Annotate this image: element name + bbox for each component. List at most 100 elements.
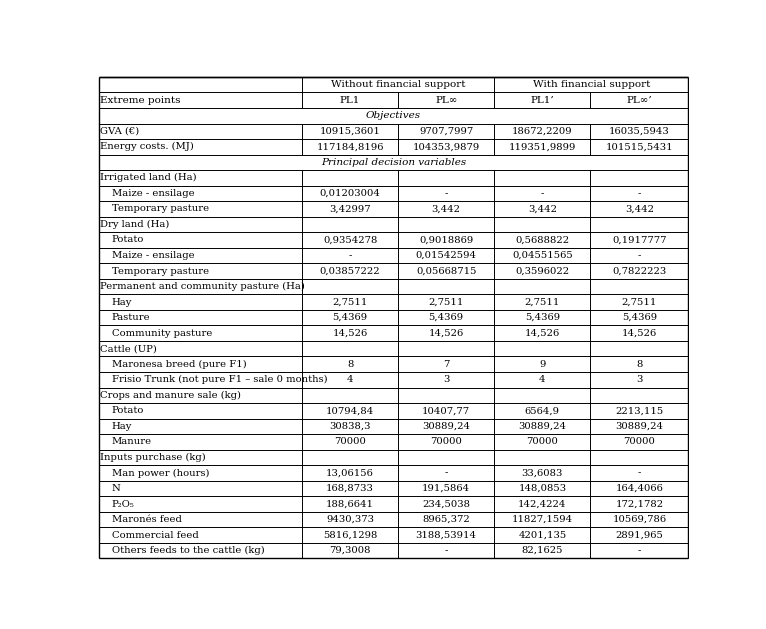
Text: 191,5864: 191,5864 bbox=[422, 484, 470, 493]
Text: Community pasture: Community pasture bbox=[112, 329, 212, 338]
Text: Potato: Potato bbox=[112, 235, 144, 245]
Text: Maize - ensilage: Maize - ensilage bbox=[112, 189, 195, 198]
Text: P₂O₅: P₂O₅ bbox=[112, 499, 135, 508]
Text: 13,06156: 13,06156 bbox=[326, 469, 374, 477]
Text: 0,01542594: 0,01542594 bbox=[416, 251, 476, 260]
Text: Principal decision variables: Principal decision variables bbox=[321, 158, 466, 167]
Text: PL∞’: PL∞’ bbox=[627, 96, 652, 104]
Text: Maize - ensilage: Maize - ensilage bbox=[112, 251, 195, 260]
Text: 0,3596022: 0,3596022 bbox=[516, 267, 569, 276]
Text: 70000: 70000 bbox=[526, 437, 558, 447]
Text: 14,526: 14,526 bbox=[525, 329, 560, 338]
Text: 10915,3601: 10915,3601 bbox=[319, 127, 381, 136]
Text: 168,8733: 168,8733 bbox=[326, 484, 374, 493]
Text: 0,9354278: 0,9354278 bbox=[323, 235, 378, 245]
Text: Temporary pasture: Temporary pasture bbox=[112, 267, 209, 276]
Text: 30889,24: 30889,24 bbox=[422, 422, 470, 431]
Text: -: - bbox=[541, 189, 544, 198]
Text: 8: 8 bbox=[636, 360, 643, 369]
Text: 148,0853: 148,0853 bbox=[519, 484, 566, 493]
Text: 0,05668715: 0,05668715 bbox=[416, 267, 476, 276]
Text: 3,42997: 3,42997 bbox=[329, 204, 371, 213]
Text: PL1’: PL1’ bbox=[530, 96, 554, 104]
Text: 10407,77: 10407,77 bbox=[422, 406, 470, 415]
Text: 3,442: 3,442 bbox=[625, 204, 654, 213]
Text: 172,1782: 172,1782 bbox=[615, 499, 663, 508]
Text: 4: 4 bbox=[539, 376, 545, 384]
Text: 70000: 70000 bbox=[624, 437, 655, 447]
Text: 4201,135: 4201,135 bbox=[518, 531, 566, 540]
Text: 5,4369: 5,4369 bbox=[429, 313, 463, 322]
Text: 0,7822223: 0,7822223 bbox=[612, 267, 666, 276]
Text: 10569,786: 10569,786 bbox=[612, 515, 666, 524]
Text: 8965,372: 8965,372 bbox=[422, 515, 470, 524]
Text: Manure: Manure bbox=[112, 437, 152, 447]
Text: 117184,8196: 117184,8196 bbox=[316, 142, 384, 152]
Text: Potato: Potato bbox=[112, 406, 144, 415]
Text: 33,6083: 33,6083 bbox=[522, 469, 563, 477]
Text: Commercial feed: Commercial feed bbox=[112, 531, 198, 540]
Text: -: - bbox=[637, 546, 641, 555]
Text: 5,4369: 5,4369 bbox=[525, 313, 560, 322]
Text: 14,526: 14,526 bbox=[429, 329, 464, 338]
Text: PL1: PL1 bbox=[340, 96, 360, 104]
Text: -: - bbox=[637, 189, 641, 198]
Text: 3,442: 3,442 bbox=[432, 204, 460, 213]
Text: 188,6641: 188,6641 bbox=[326, 499, 374, 508]
Text: 0,5688822: 0,5688822 bbox=[516, 235, 569, 245]
Text: 6564,9: 6564,9 bbox=[525, 406, 560, 415]
Text: -: - bbox=[444, 189, 448, 198]
Text: 2,7511: 2,7511 bbox=[525, 298, 560, 306]
Text: Maronés feed: Maronés feed bbox=[112, 515, 182, 524]
Text: 3188,53914: 3188,53914 bbox=[416, 531, 476, 540]
Text: Pasture: Pasture bbox=[112, 313, 150, 322]
Text: -: - bbox=[444, 469, 448, 477]
Text: 82,1625: 82,1625 bbox=[522, 546, 563, 555]
Text: 10794,84: 10794,84 bbox=[326, 406, 375, 415]
Text: Permanent and community pasture (Ha): Permanent and community pasture (Ha) bbox=[100, 282, 306, 291]
Text: Inputs purchase (kg): Inputs purchase (kg) bbox=[100, 453, 206, 462]
Text: -: - bbox=[637, 251, 641, 260]
Text: Dry land (Ha): Dry land (Ha) bbox=[100, 220, 170, 229]
Text: 119351,9899: 119351,9899 bbox=[509, 142, 576, 152]
Text: Crops and manure sale (kg): Crops and manure sale (kg) bbox=[100, 391, 241, 400]
Text: 234,5038: 234,5038 bbox=[422, 499, 470, 508]
Text: Temporary pasture: Temporary pasture bbox=[112, 204, 209, 213]
Text: 3: 3 bbox=[636, 376, 643, 384]
Text: Without financial support: Without financial support bbox=[331, 81, 466, 89]
Text: Frisio Trunk (not pure F1 – sale 0 months): Frisio Trunk (not pure F1 – sale 0 month… bbox=[112, 376, 327, 384]
Text: 7: 7 bbox=[443, 360, 450, 369]
Text: 9: 9 bbox=[539, 360, 545, 369]
Text: 2,7511: 2,7511 bbox=[621, 298, 657, 306]
Text: 2213,115: 2213,115 bbox=[615, 406, 663, 415]
Text: 0,04551565: 0,04551565 bbox=[512, 251, 573, 260]
Text: 2,7511: 2,7511 bbox=[332, 298, 368, 306]
Text: Energy costs. (MJ): Energy costs. (MJ) bbox=[100, 142, 195, 152]
Text: Extreme points: Extreme points bbox=[100, 96, 181, 104]
Text: 18672,2209: 18672,2209 bbox=[512, 127, 573, 136]
Text: 5,4369: 5,4369 bbox=[622, 313, 657, 322]
Text: 2891,965: 2891,965 bbox=[615, 531, 663, 540]
Text: -: - bbox=[444, 546, 448, 555]
Text: 70000: 70000 bbox=[430, 437, 462, 447]
Text: 104353,9879: 104353,9879 bbox=[413, 142, 480, 152]
Text: PL∞: PL∞ bbox=[435, 96, 457, 104]
Text: 0,01203004: 0,01203004 bbox=[319, 189, 381, 198]
Text: Maronesa breed (pure F1): Maronesa breed (pure F1) bbox=[112, 360, 247, 369]
Text: 3: 3 bbox=[443, 376, 450, 384]
Text: 9430,373: 9430,373 bbox=[326, 515, 374, 524]
Text: 2,7511: 2,7511 bbox=[428, 298, 464, 306]
Text: Objectives: Objectives bbox=[366, 111, 421, 120]
Text: -: - bbox=[637, 469, 641, 477]
Text: 4: 4 bbox=[347, 376, 353, 384]
Text: 11827,1594: 11827,1594 bbox=[512, 515, 573, 524]
Text: Irrigated land (Ha): Irrigated land (Ha) bbox=[100, 174, 197, 182]
Text: With financial support: With financial support bbox=[532, 81, 650, 89]
Text: 142,4224: 142,4224 bbox=[518, 499, 567, 508]
Text: 9707,7997: 9707,7997 bbox=[419, 127, 473, 136]
Text: Hay: Hay bbox=[112, 298, 133, 306]
Text: 30889,24: 30889,24 bbox=[519, 422, 566, 431]
Text: -: - bbox=[349, 251, 352, 260]
Text: N: N bbox=[112, 484, 120, 493]
Text: 70000: 70000 bbox=[334, 437, 366, 447]
